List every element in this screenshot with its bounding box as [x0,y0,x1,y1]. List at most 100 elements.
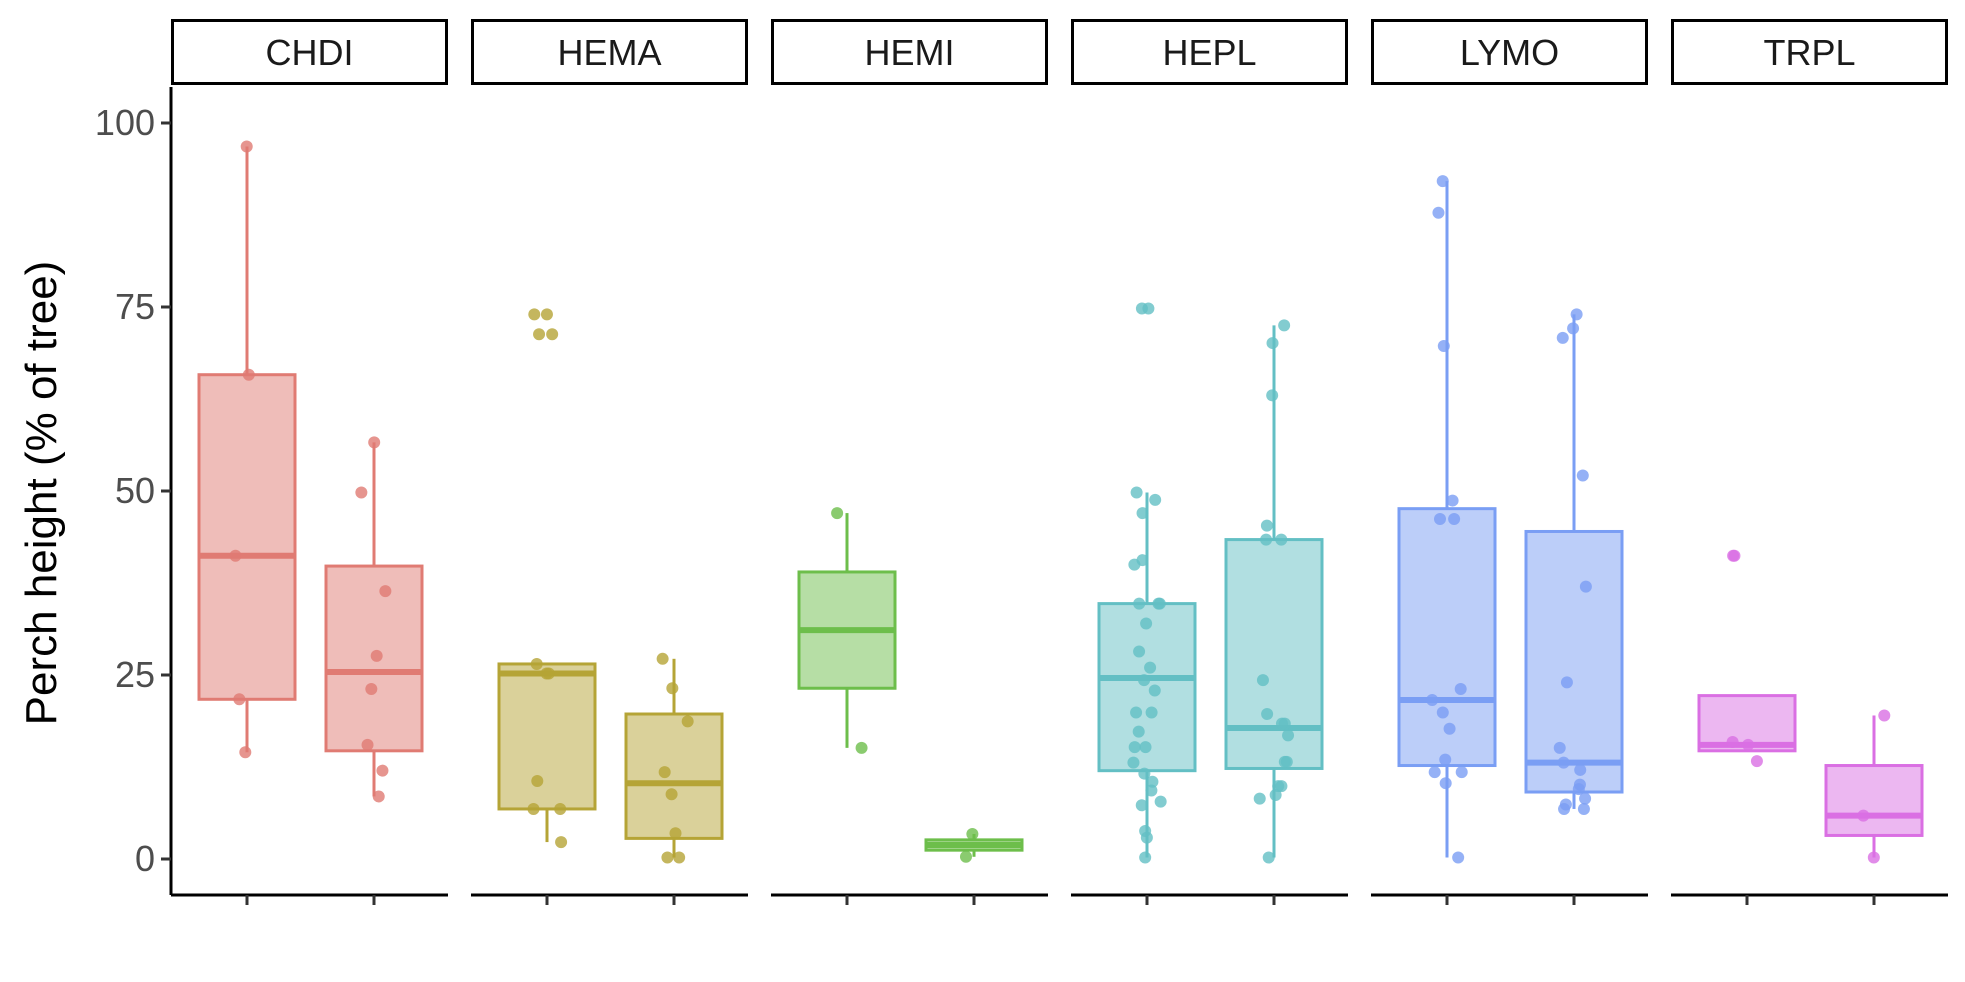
data-point [540,308,553,321]
data-point [1432,206,1445,219]
data-point [229,549,242,562]
data-point [959,850,972,863]
data-point [1572,783,1585,796]
data-point [1436,175,1449,188]
box-2 [924,827,1024,905]
data-point [1867,851,1880,864]
data-point [1140,831,1153,844]
facet-panel-hema: HEMA [471,19,748,905]
data-point [661,851,674,864]
data-point [1726,735,1739,748]
data-point [1261,708,1274,721]
data-point [1558,802,1571,815]
data-point [1446,494,1459,507]
box-iqr [1224,538,1324,770]
data-point [1452,851,1465,864]
data-point [1878,709,1891,722]
y-axis-title: Perch height (% of tree) [17,261,66,726]
facet-panel-hemi: HEMI [771,19,1048,905]
data-point [665,788,678,801]
data-point [1128,558,1141,571]
data-point [370,649,383,662]
facet-panel-chdi: CHDI [171,19,448,905]
y-tick-label: 0 [135,838,155,879]
data-point [1857,809,1870,822]
data-point [1130,706,1143,719]
data-point [1138,767,1151,780]
data-point [355,486,368,499]
box-2 [1224,319,1324,905]
box-iqr [1524,529,1624,794]
data-point [1557,756,1570,769]
facet-strip-label: LYMO [1460,32,1559,73]
facet-panel-trpl: TRPL [1671,19,1948,905]
data-point [528,308,541,321]
data-point [1426,694,1439,707]
data-point [233,693,246,706]
data-point [966,827,979,840]
box-1 [497,308,597,905]
data-point [1140,617,1153,630]
data-point [1282,729,1295,742]
data-point [1278,755,1291,768]
data-point [1742,738,1755,751]
data-point [1135,799,1148,812]
data-point [1556,331,1569,344]
data-point [368,436,381,449]
facet-strip-label: HEMA [557,32,661,73]
facet-strip [471,19,748,85]
data-point [1266,389,1279,402]
data-point [1579,792,1592,805]
facet-strip-label: HEMI [865,32,955,73]
data-point [1136,507,1149,520]
data-point [1152,597,1165,610]
data-point [239,746,252,759]
data-point [365,682,378,695]
data-point [372,790,385,803]
box-1 [1697,549,1797,905]
data-point [658,766,671,779]
data-point [533,328,546,341]
y-tick-label: 100 [95,102,155,143]
data-point [1144,661,1157,674]
data-point [1132,725,1145,738]
data-point [1128,741,1141,754]
data-point [1443,722,1456,735]
data-point [1139,741,1152,754]
box-iqr [1697,694,1797,753]
data-point [855,741,868,754]
data-point [1728,549,1741,562]
data-point [540,667,553,680]
data-point [1428,766,1441,779]
data-point [1133,645,1146,658]
data-point [1139,851,1152,864]
data-point [1574,763,1587,776]
facet-strip-label: HEPL [1162,32,1256,73]
y-tick-label: 50 [115,470,155,511]
data-point [1577,802,1590,815]
data-point [379,585,392,598]
data-point [1448,512,1461,525]
data-point [240,140,253,153]
data-point [1434,512,1447,525]
data-point [555,836,568,849]
box-iqr [197,373,297,701]
y-tick-label: 25 [115,654,155,695]
data-point [1260,533,1273,546]
data-point [1146,775,1159,788]
data-point [1579,580,1592,593]
box-2 [324,436,424,905]
box-2 [1524,308,1624,905]
data-point [1269,788,1282,801]
data-point [1439,777,1452,790]
facet-panel-hepl: HEPL [1071,19,1348,905]
data-point [1553,741,1566,754]
facet-strip [171,19,448,85]
data-point [1750,755,1763,768]
data-point [1439,753,1452,766]
data-point [669,827,682,840]
y-tick-label: 75 [115,286,155,327]
data-point [1570,308,1583,321]
